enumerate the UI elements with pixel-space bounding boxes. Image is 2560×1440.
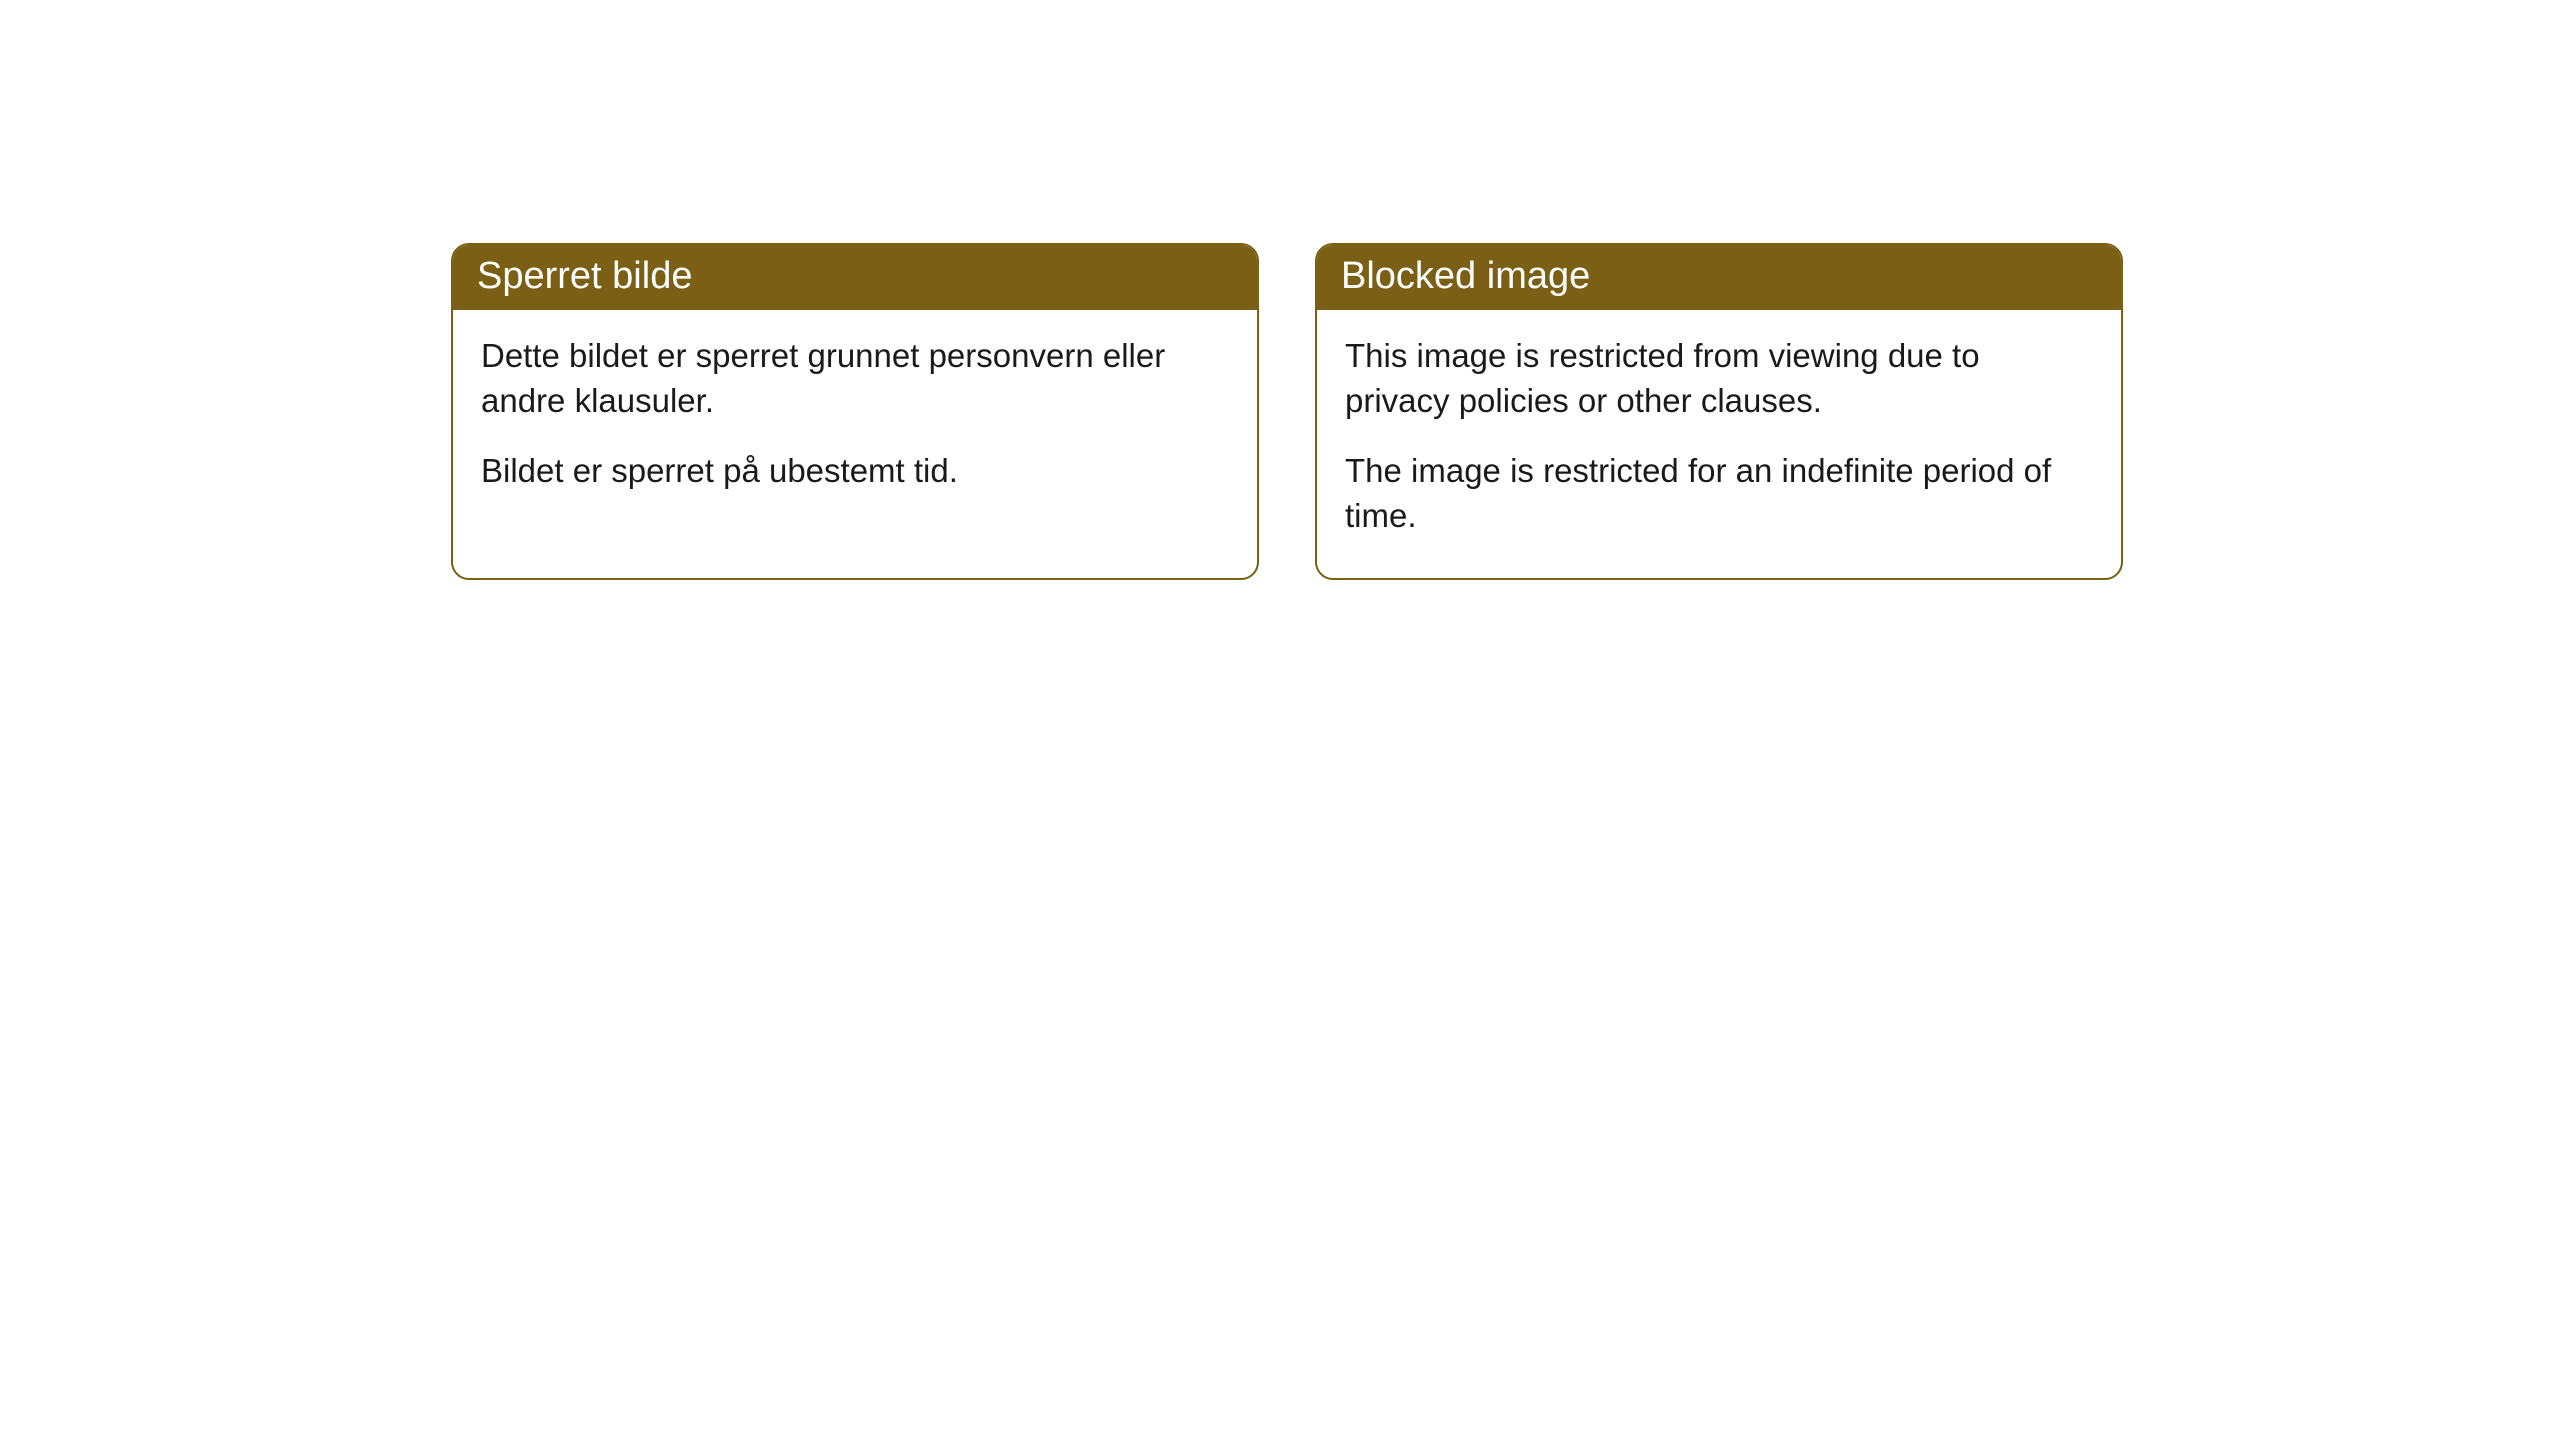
notice-text-english-2: The image is restricted for an indefinit… — [1345, 449, 2093, 538]
notice-header-english: Blocked image — [1317, 245, 2121, 310]
notice-text-norwegian-1: Dette bildet er sperret grunnet personve… — [481, 334, 1229, 423]
notice-body-norwegian: Dette bildet er sperret grunnet personve… — [453, 310, 1257, 534]
notice-card-norwegian: Sperret bilde Dette bildet er sperret gr… — [451, 243, 1259, 580]
notice-container: Sperret bilde Dette bildet er sperret gr… — [0, 0, 2560, 580]
notice-header-norwegian: Sperret bilde — [453, 245, 1257, 310]
notice-text-norwegian-2: Bildet er sperret på ubestemt tid. — [481, 449, 1229, 494]
notice-text-english-1: This image is restricted from viewing du… — [1345, 334, 2093, 423]
notice-body-english: This image is restricted from viewing du… — [1317, 310, 2121, 578]
notice-card-english: Blocked image This image is restricted f… — [1315, 243, 2123, 580]
